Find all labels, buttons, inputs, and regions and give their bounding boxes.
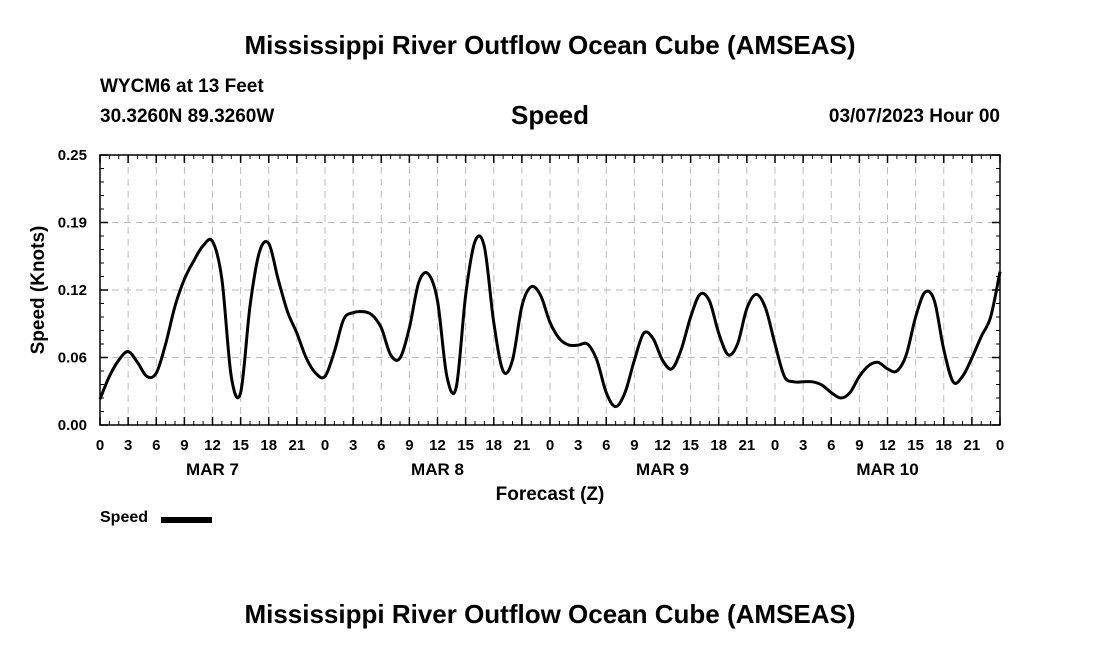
x-tick-labels: 0 3 6 9 12 15 18 21 0 3 6 9 12 15 18 21 0 3 6 9 12 15 18 21 0 3 6 9… [96, 437, 1004, 454]
x-tick-label: 12 [654, 437, 671, 454]
x-tick-label: 18 [710, 437, 727, 454]
day-labels: MAR 7 MAR 8 MAR 9 MAR 10 [186, 460, 919, 479]
y-tick-label: 0.00 [58, 417, 87, 434]
x-tick-label: 3 [349, 437, 357, 454]
x-axis-label: Forecast (Z) [496, 484, 605, 505]
y-tick-label: 0.06 [58, 350, 87, 367]
x-tick-label: 3 [799, 437, 807, 454]
x-tick-label: 0 [96, 437, 104, 454]
axis-ticks [99, 154, 1001, 426]
x-tick-label: 0 [321, 437, 329, 454]
legend-label: Speed [100, 509, 149, 526]
grid-lines [100, 155, 1000, 425]
x-tick-label: 0 [996, 437, 1004, 454]
x-tick-label: 18 [935, 437, 952, 454]
x-tick-label: 15 [457, 437, 474, 454]
y-axis-label: Speed (Knots) [28, 226, 49, 355]
x-tick-label: 0 [546, 437, 554, 454]
y-tick-label: 0.12 [58, 282, 87, 299]
x-tick-label: 15 [682, 437, 699, 454]
station-label: WYCM6 at 13 Feet [100, 76, 264, 97]
x-tick-label: 3 [124, 437, 132, 454]
x-tick-label: 9 [630, 437, 638, 454]
day-label: MAR 8 [411, 460, 464, 479]
x-tick-label: 9 [180, 437, 188, 454]
x-tick-label: 9 [405, 437, 413, 454]
y-tick-label: 0.19 [58, 215, 87, 232]
x-tick-label: 6 [827, 437, 835, 454]
speed-series-line [98, 234, 1002, 409]
x-tick-label: 18 [485, 437, 502, 454]
x-tick-label: 0 [771, 437, 779, 454]
x-tick-label: 21 [514, 437, 531, 454]
x-tick-label: 12 [429, 437, 446, 454]
x-tick-label: 18 [260, 437, 277, 454]
coordinates-label: 30.3260N 89.3260W [100, 106, 275, 127]
chart-title-bottom: Mississippi River Outflow Ocean Cube (AM… [244, 599, 856, 629]
x-tick-label: 21 [289, 437, 306, 454]
x-tick-label: 12 [879, 437, 896, 454]
x-tick-label: 21 [739, 437, 756, 454]
x-tick-label: 21 [964, 437, 981, 454]
x-tick-label: 12 [204, 437, 221, 454]
x-tick-label: 6 [152, 437, 160, 454]
chart-title: Mississippi River Outflow Ocean Cube (AM… [244, 30, 856, 60]
x-tick-label: 9 [855, 437, 863, 454]
x-tick-label: 15 [907, 437, 924, 454]
y-tick-labels: 0.00 0.06 0.12 0.19 0.25 [58, 147, 87, 434]
x-tick-label: 6 [602, 437, 610, 454]
legend-swatch [161, 517, 212, 523]
x-tick-label: 3 [574, 437, 582, 454]
x-tick-label: 6 [377, 437, 385, 454]
day-label: MAR 10 [856, 460, 918, 479]
x-tick-label: 15 [232, 437, 249, 454]
y-tick-label: 0.25 [58, 147, 87, 164]
day-label: MAR 7 [186, 460, 239, 479]
day-label: MAR 9 [636, 460, 689, 479]
datetime-label: 03/07/2023 Hour 00 [828, 106, 1000, 127]
variable-title: Speed [510, 100, 590, 130]
